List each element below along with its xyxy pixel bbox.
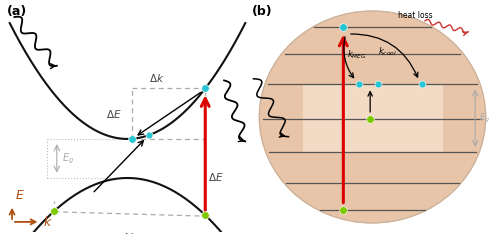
Text: heat loss: heat loss [398, 11, 433, 20]
Circle shape [260, 11, 486, 223]
Text: (a): (a) [8, 5, 28, 18]
Text: $\Delta k$: $\Delta k$ [122, 231, 138, 234]
Text: $E$: $E$ [16, 189, 25, 202]
Text: $E_g$: $E_g$ [62, 151, 74, 166]
Text: $\Delta E$: $\Delta E$ [208, 171, 223, 183]
Text: $\Delta k$: $\Delta k$ [149, 72, 164, 84]
Text: $E_g$: $E_g$ [478, 112, 490, 125]
Text: $k_{cool}$: $k_{cool}$ [378, 45, 397, 58]
FancyBboxPatch shape [302, 84, 442, 152]
Text: $k_{MEG}$: $k_{MEG}$ [347, 48, 366, 61]
Text: (b): (b) [252, 4, 273, 18]
Text: $\Delta E$: $\Delta E$ [106, 108, 122, 120]
Text: $k$: $k$ [42, 215, 52, 229]
